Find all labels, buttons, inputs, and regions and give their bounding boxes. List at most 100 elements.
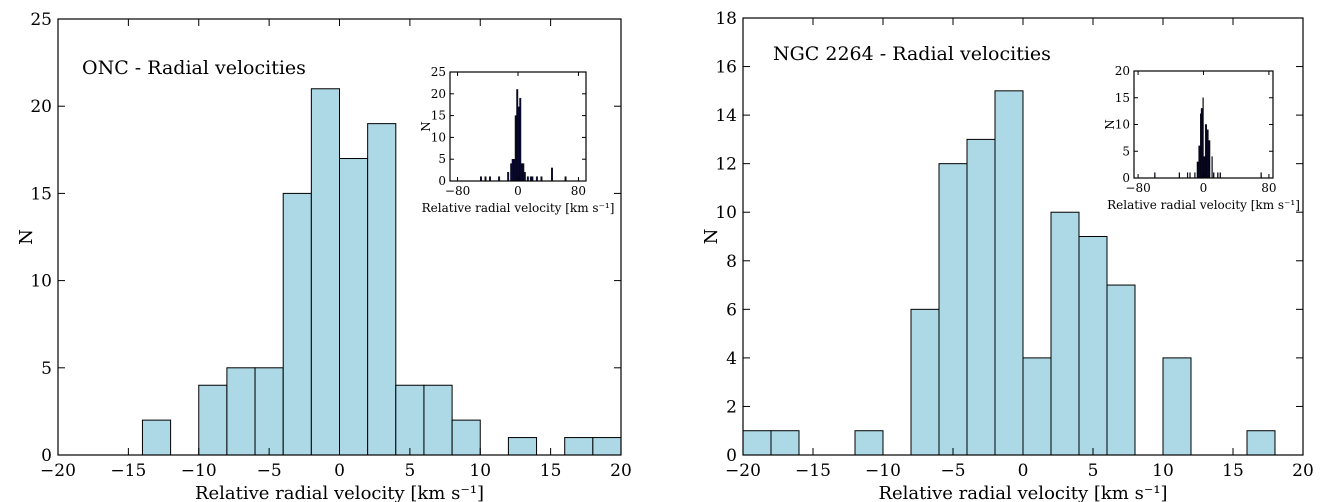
onc-inset-xtick-label-2: 80 bbox=[571, 184, 586, 198]
ngc2264-inset-xlabel: Relative radial velocity [km s⁻¹] bbox=[1107, 198, 1300, 212]
onc-inset-bar-18 bbox=[535, 176, 538, 182]
ngc2264-main-ytick-label-5: 10 bbox=[715, 203, 737, 223]
ngc2264-main-xtick-label-7: 15 bbox=[1222, 461, 1244, 481]
ngc2264-inset-ytick-label-2: 10 bbox=[1115, 118, 1130, 132]
onc-main-bar-10 bbox=[451, 419, 481, 456]
onc-main-ytick-label-5: 25 bbox=[30, 10, 52, 30]
onc-main-xtick-label-6: 10 bbox=[469, 461, 491, 481]
onc-main-ytick-label-2: 10 bbox=[30, 272, 52, 292]
ngc2264-chart-title: NGC 2264 - Radial velocities bbox=[773, 43, 1051, 65]
onc-main-bar-4 bbox=[282, 192, 312, 456]
onc-main-bar-3 bbox=[254, 367, 284, 456]
ngc2264-main-ytick-label-7: 14 bbox=[715, 106, 737, 126]
onc-main-bar-5 bbox=[310, 88, 341, 456]
ngc2264-inset-bar-23 bbox=[1217, 172, 1219, 179]
ngc2264-main-bar-4 bbox=[938, 163, 968, 456]
onc-main-xtick-label-8: 20 bbox=[610, 461, 632, 481]
onc-main-ylabel: N bbox=[16, 229, 37, 245]
onc-inset-ytick-label-5: 25 bbox=[431, 65, 446, 79]
ngc2264-inset-bar-0 bbox=[1154, 172, 1156, 179]
ngc2264-inset-bar-4 bbox=[1194, 172, 1196, 179]
onc-inset-bar-12 bbox=[520, 163, 523, 182]
onc-inset-bar-20 bbox=[551, 167, 553, 182]
ngc2264-inset-bar-1 bbox=[1178, 172, 1180, 179]
ngc2264-main-bar-10 bbox=[1106, 284, 1136, 456]
ngc2264-main-bar-12 bbox=[1246, 430, 1276, 456]
onc-main-xtick-label-3: −5 bbox=[257, 461, 282, 481]
onc-main-bar-12 bbox=[564, 437, 594, 456]
ngc2264-main-xtick-label-8: 20 bbox=[1292, 461, 1314, 481]
ngc2264-inset-ytick-label-0: 0 bbox=[1122, 171, 1130, 185]
ngc2264-main-ytick-label-8: 16 bbox=[715, 58, 737, 78]
onc-main-ytick-label-3: 15 bbox=[30, 184, 52, 204]
ngc2264-inset-bars bbox=[1154, 97, 1262, 179]
onc-main-bar-11 bbox=[507, 437, 538, 456]
onc-inset-bar-4 bbox=[507, 172, 510, 182]
ngc2264-main-ytick-label-9: 18 bbox=[715, 9, 737, 29]
ngc2264-main-xtick-label-3: −5 bbox=[940, 461, 965, 481]
ngc2264-inset-ytick-label-3: 15 bbox=[1115, 91, 1130, 105]
onc-inset-bar-14 bbox=[523, 172, 526, 182]
ngc2264-main-xtick-label-5: 5 bbox=[1088, 461, 1099, 481]
ngc2264-main-ytick-label-1: 2 bbox=[726, 397, 737, 417]
ngc2264-main-bar-6 bbox=[994, 90, 1024, 456]
ngc2264-inset-ylabel: N bbox=[1103, 119, 1117, 130]
onc-main-bar-6 bbox=[339, 158, 369, 456]
onc-inset-bar-9 bbox=[516, 89, 519, 182]
ngc2264-main-bar-9 bbox=[1078, 236, 1108, 456]
ngc2264-main-bar-8 bbox=[1050, 211, 1080, 456]
onc-inset-bar-10 bbox=[517, 106, 520, 182]
onc-main-bar-1 bbox=[198, 384, 228, 456]
ngc2264-histogram-panel: −20 −15 −10 −5 0 5 10 15 20 0 2 4 6 8 10 12 14 16 18 Relati… bbox=[701, 9, 1314, 502]
onc-inset-bar-13 bbox=[522, 163, 525, 182]
onc-inset-ytick-label-1: 5 bbox=[438, 152, 446, 166]
onc-main-xtick-label-1: −15 bbox=[110, 461, 146, 481]
onc-chart-title: ONC - Radial velocities bbox=[82, 57, 306, 79]
onc-main-xtick-label-0: −20 bbox=[40, 461, 76, 481]
ngc2264-inset-xtick-label-1: 0 bbox=[1200, 181, 1208, 195]
ngc2264-main-bar-5 bbox=[966, 138, 996, 456]
ngc2264-main-bar-1 bbox=[770, 430, 800, 456]
onc-inset-bar-1 bbox=[484, 176, 487, 182]
ngc2264-inset-ytick-label-4: 20 bbox=[1115, 64, 1130, 78]
ngc2264-main-xtick-label-0: −20 bbox=[725, 461, 761, 481]
onc-inset-bar-8 bbox=[514, 115, 517, 182]
ngc2264-main-xlabel: Relative radial velocity [km s⁻¹] bbox=[878, 483, 1167, 502]
ngc2264-main-bar-0 bbox=[742, 430, 772, 456]
onc-main-bar-0 bbox=[141, 419, 172, 456]
onc-main-bar-7 bbox=[367, 123, 397, 456]
onc-main-ytick-label-1: 5 bbox=[41, 359, 52, 379]
ngc2264-main-bar-7 bbox=[1022, 357, 1052, 456]
onc-inset-bar-19 bbox=[540, 176, 543, 182]
ngc2264-main-ytick-label-0: 0 bbox=[726, 446, 737, 466]
ngc2264-inset-bar-3 bbox=[1189, 172, 1191, 179]
onc-inset-bar-5 bbox=[510, 163, 513, 182]
onc-histogram-panel: −20 −15 −10 −5 0 5 10 15 20 0 5 10 15 20 25 Relative ra… bbox=[16, 10, 632, 502]
ngc2264-inset-bar-20 bbox=[1209, 140, 1211, 179]
onc-inset-bar-3 bbox=[498, 176, 501, 182]
ngc2264-main-xtick-label-4: 0 bbox=[1018, 461, 1029, 481]
ngc2264-main-bar-2 bbox=[854, 430, 884, 456]
onc-inset-xlabel: Relative radial velocity [km s⁻¹] bbox=[422, 201, 615, 215]
ngc2264-main-ytick-label-2: 4 bbox=[726, 349, 737, 369]
onc-main-xlabel: Relative radial velocity [km s⁻¹] bbox=[195, 483, 484, 502]
ngc2264-main-bars bbox=[742, 90, 1276, 456]
onc-main-ytick-label-0: 0 bbox=[41, 446, 52, 466]
onc-main-xtick-label-2: −10 bbox=[181, 461, 217, 481]
ngc2264-main-ytick-label-6: 12 bbox=[715, 155, 737, 175]
ngc2264-main-xtick-label-1: −15 bbox=[795, 461, 831, 481]
onc-inset-ytick-label-2: 10 bbox=[431, 130, 446, 144]
onc-main-xtick-label-7: 15 bbox=[540, 461, 562, 481]
ngc2264-inset-bar-2 bbox=[1186, 172, 1189, 179]
onc-main-bar-9 bbox=[423, 384, 453, 456]
onc-inset-bar-21 bbox=[564, 176, 567, 182]
onc-inset-ytick-label-0: 0 bbox=[438, 174, 446, 188]
ngc2264-main-xtick-label-2: −10 bbox=[865, 461, 901, 481]
ngc2264-main-ylabel: N bbox=[701, 229, 722, 245]
ngc2264-main-bar-3 bbox=[910, 308, 940, 456]
onc-main-ytick-label-4: 20 bbox=[30, 97, 52, 117]
ngc2264-inset-xtick-label-0: −80 bbox=[1125, 181, 1150, 195]
onc-inset-ylabel: N bbox=[419, 121, 433, 132]
